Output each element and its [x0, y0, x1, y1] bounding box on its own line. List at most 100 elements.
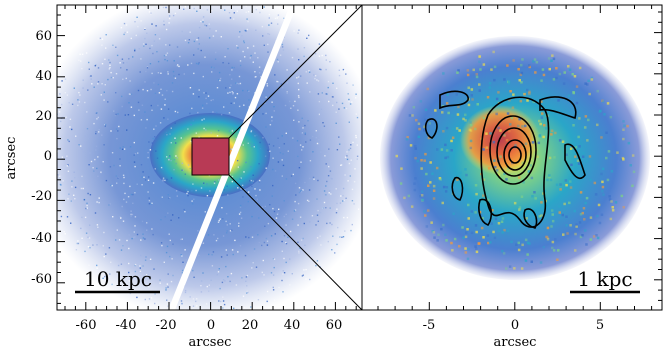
noise-dot: [558, 72, 562, 76]
noise-dot: [352, 141, 354, 144]
noise-dot: [78, 91, 80, 94]
noise-dot: [62, 180, 64, 182]
noise-dot: [94, 158, 96, 161]
noise-dot: [570, 163, 573, 167]
noise-dot: [276, 80, 278, 83]
noise-dot: [202, 16, 205, 18]
noise-dot: [441, 111, 444, 114]
noise-dot: [289, 284, 291, 286]
noise-dot: [162, 177, 165, 179]
noise-dot: [456, 184, 459, 187]
noise-dot: [173, 75, 175, 77]
noise-dot: [127, 196, 130, 198]
noise-dot: [200, 187, 203, 189]
noise-dot: [281, 43, 284, 46]
noise-dot: [117, 113, 119, 115]
left-y-tick-labels: 60 40 20 0 -20 -40 -60: [31, 29, 52, 287]
noise-dot: [66, 165, 69, 167]
noise-dot: [524, 259, 528, 262]
noise-dot: [308, 70, 310, 72]
noise-dot: [251, 236, 254, 238]
noise-dot: [320, 108, 323, 110]
noise-dot: [131, 237, 133, 240]
noise-dot: [423, 210, 426, 213]
noise-dot: [528, 92, 531, 95]
noise-dot: [527, 170, 531, 173]
noise-dot: [96, 118, 98, 120]
noise-dot: [295, 194, 297, 196]
noise-dot: [230, 7, 232, 9]
noise-dot: [581, 155, 585, 158]
noise-dot: [144, 298, 146, 301]
noise-dot: [343, 216, 345, 219]
noise-dot: [157, 60, 160, 63]
noise-dot: [304, 244, 306, 246]
noise-dot: [164, 104, 166, 106]
noise-dot: [545, 159, 549, 162]
noise-dot: [238, 83, 240, 85]
noise-dot: [103, 255, 105, 258]
noise-dot: [115, 73, 118, 75]
noise-dot: [346, 82, 348, 84]
noise-dot: [204, 24, 206, 26]
noise-dot: [589, 238, 593, 241]
noise-dot: [95, 132, 97, 135]
noise-dot: [66, 216, 69, 218]
noise-dot: [111, 283, 113, 286]
noise-dot: [215, 51, 217, 54]
contours: [424, 90, 586, 229]
noise-dot: [542, 245, 546, 249]
noise-dot: [49, 179, 50, 180]
noise-dot: [265, 96, 267, 98]
noise-dot: [192, 298, 195, 300]
noise-dot: [451, 136, 455, 139]
noise-dot: [191, 203, 194, 205]
noise-dot: [291, 218, 294, 220]
noise-dot: [475, 192, 478, 196]
noise-dot: [143, 45, 145, 47]
noise-dot: [450, 241, 453, 245]
noise-dot: [503, 172, 506, 176]
noise-dot: [187, 42, 190, 44]
noise-dot: [579, 235, 583, 239]
noise-dot: [160, 242, 163, 244]
noise-dot: [205, 97, 207, 100]
noise-dot: [336, 87, 338, 89]
noise-dot: [351, 101, 353, 103]
noise-dot: [251, 267, 253, 269]
noise-dot: [582, 126, 586, 129]
noise-dot: [249, 57, 251, 59]
noise-dot: [434, 109, 437, 112]
noise-dot: [601, 185, 605, 189]
noise-dot: [320, 151, 322, 153]
noise-dot: [518, 206, 522, 209]
noise-dot: [121, 148, 124, 150]
noise-dot: [142, 233, 144, 235]
noise-dot: [521, 125, 524, 128]
noise-dot: [199, 0, 200, 1]
noise-dot: [550, 129, 554, 133]
noise-dot: [120, 249, 123, 251]
noise-dot: [542, 124, 546, 127]
noise-dot: [170, 219, 172, 221]
noise-dot: [531, 195, 534, 198]
noise-dot: [501, 249, 504, 253]
noise-dot: [134, 216, 137, 218]
noise-dot: [488, 200, 491, 204]
noise-dot: [316, 260, 319, 262]
noise-dot: [93, 170, 95, 172]
noise-dot: [467, 86, 470, 89]
noise-dot: [162, 6, 165, 9]
noise-dot: [241, 184, 244, 187]
noise-dot: [148, 286, 150, 288]
noise-dot: [235, 82, 237, 84]
noise-dot: [230, 272, 233, 275]
noise-dot: [144, 81, 146, 83]
noise-dot: [317, 179, 319, 182]
noise-dot: [195, 132, 197, 134]
noise-dot: [269, 124, 272, 126]
noise-dot: [168, 15, 171, 17]
noise-dot: [145, 70, 147, 73]
noise-dot: [109, 203, 111, 205]
noise-dot: [520, 267, 524, 270]
